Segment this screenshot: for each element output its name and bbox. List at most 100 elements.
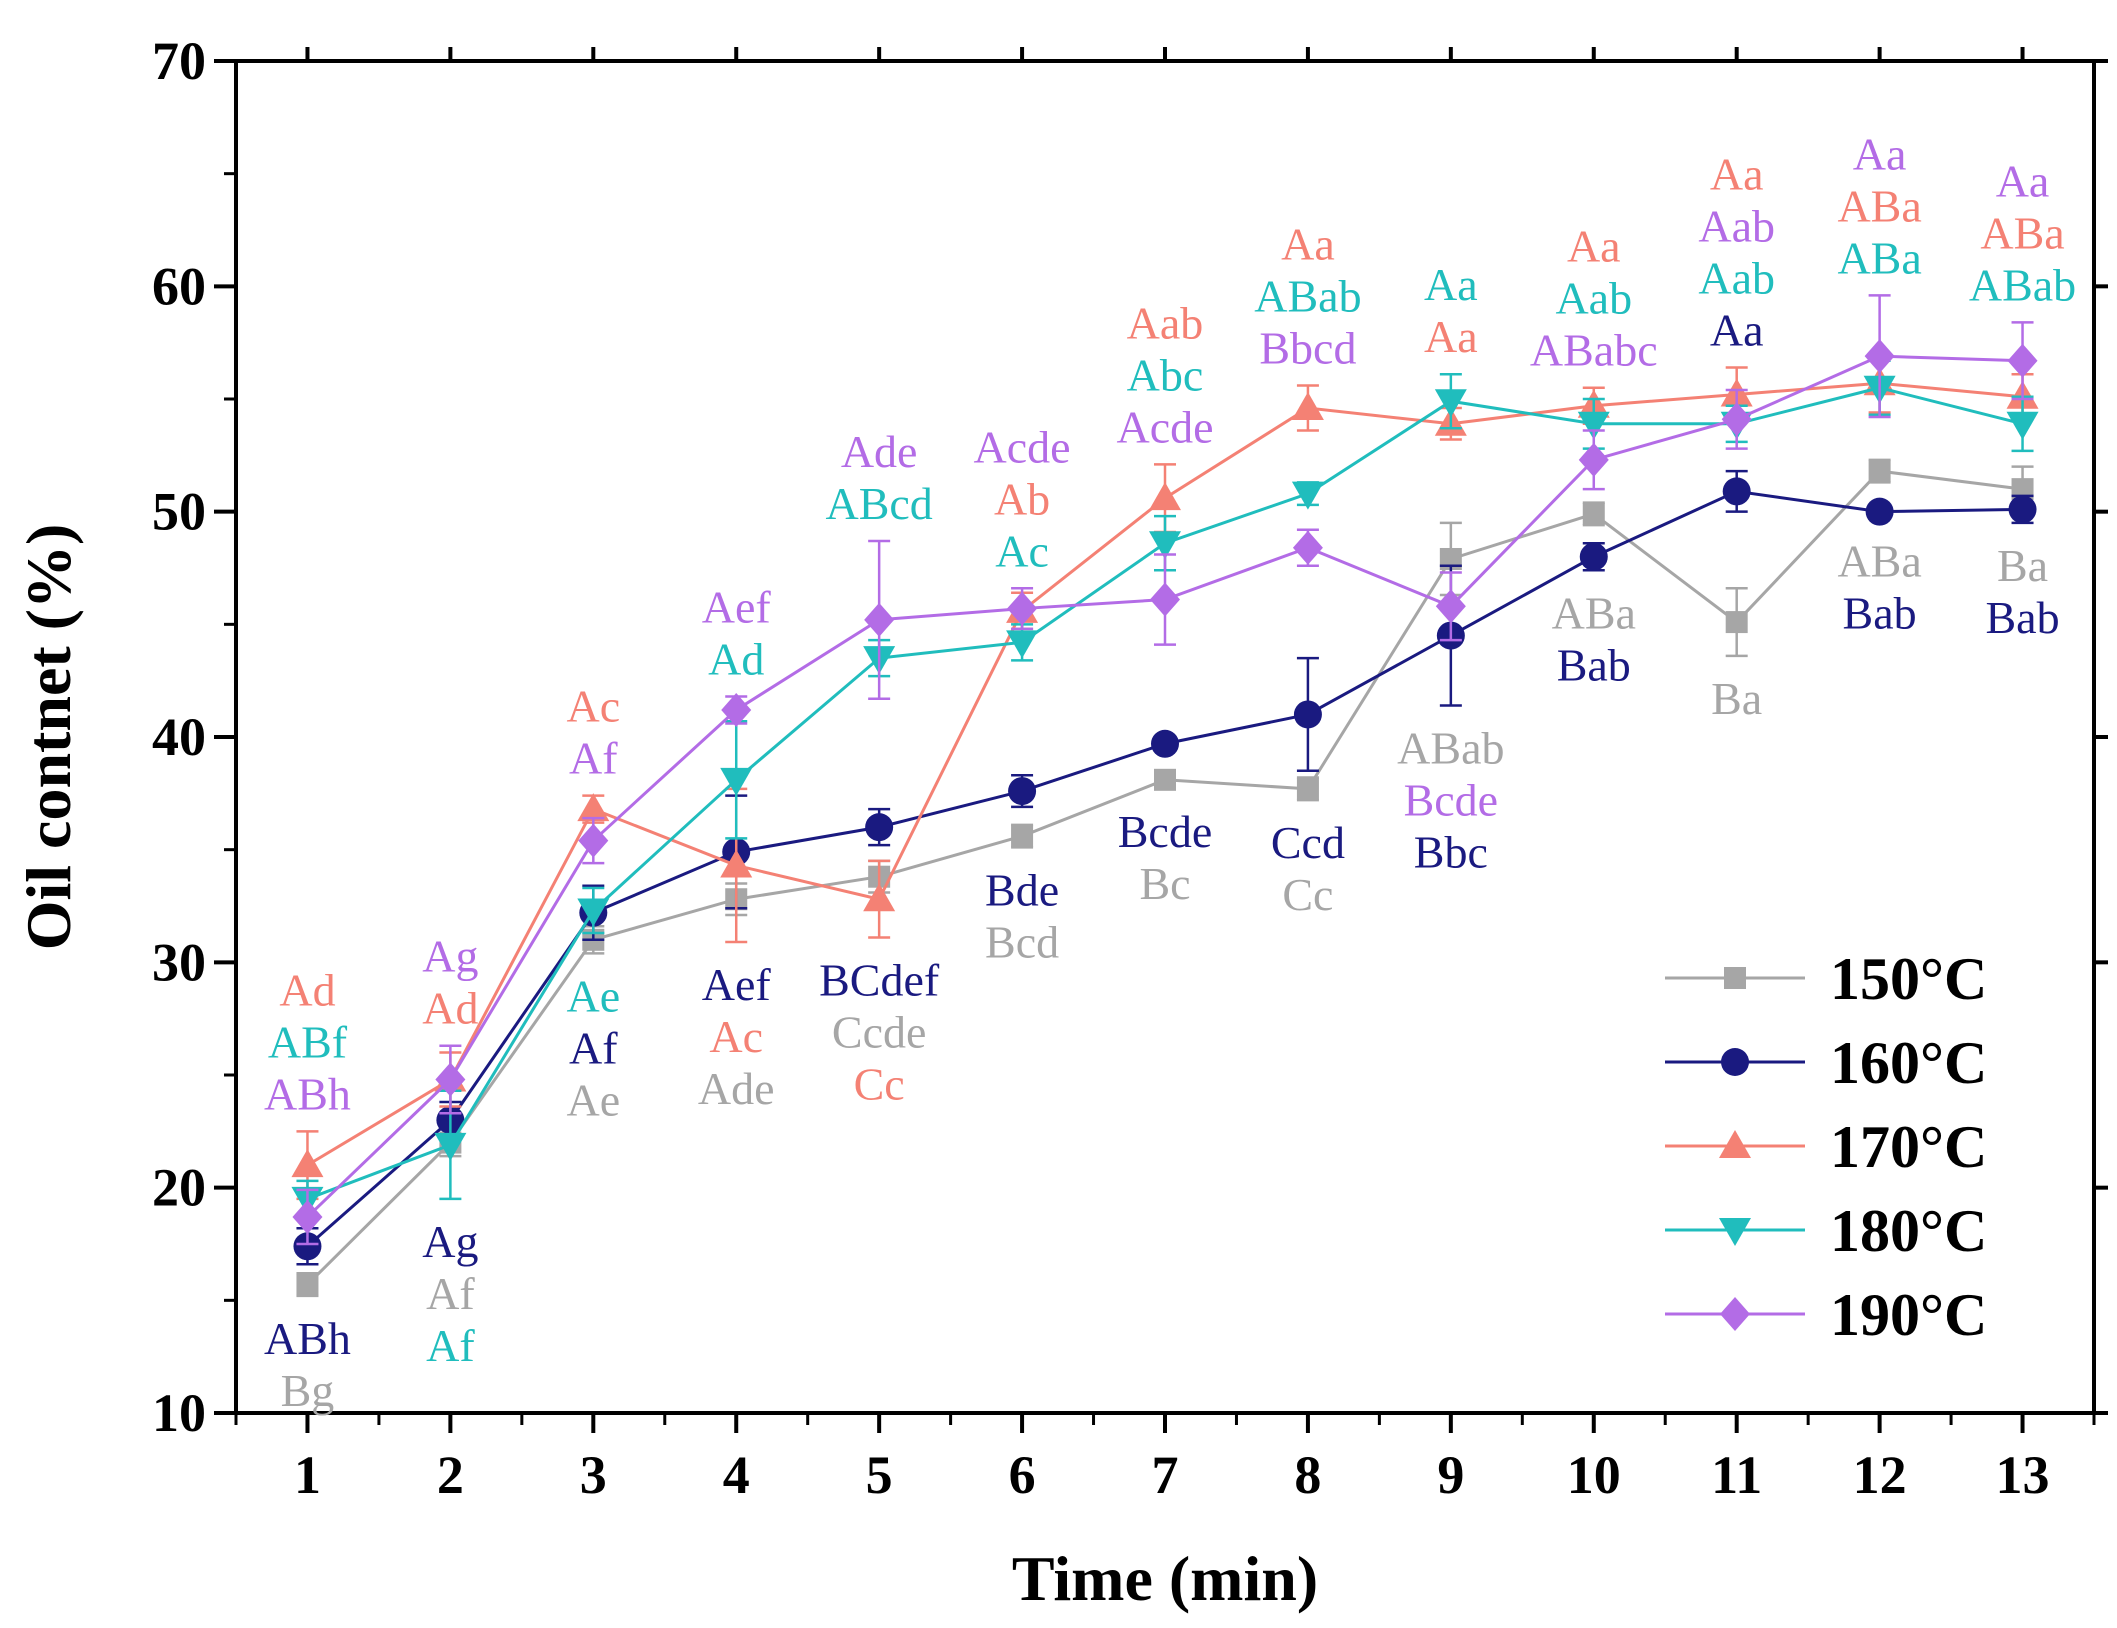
significance-letter: Aab	[1698, 252, 1775, 303]
significance-letter: Ccde	[832, 1007, 927, 1058]
significance-letter: Bbcd	[1259, 322, 1356, 373]
data-point	[1721, 402, 1752, 437]
y-tick-label: 70	[152, 31, 206, 91]
significance-letter: ABcd	[825, 478, 932, 529]
x-tick-label: 2	[437, 1445, 464, 1505]
data-point	[1435, 589, 1466, 624]
significance-letter: Bc	[1139, 858, 1190, 909]
series-190°C	[292, 294, 2038, 1246]
significance-letter: Bab	[1985, 592, 2059, 643]
data-point	[1722, 477, 1751, 506]
data-point	[721, 692, 752, 727]
significance-letter: Ad	[422, 983, 478, 1034]
y-tick-label: 50	[152, 482, 206, 542]
data-point	[863, 883, 896, 912]
significance-letter: ABf	[268, 1016, 348, 1067]
significance-letter: Cc	[854, 1059, 905, 1110]
significance-letter: Bcde	[1118, 806, 1213, 857]
significance-letter: Aab	[1698, 200, 1775, 251]
data-point	[2011, 478, 2034, 501]
significance-letter: ABab	[1969, 259, 2076, 310]
legend-entry: 160°C	[1665, 1030, 1987, 1096]
legend-label: 170°C	[1830, 1114, 1987, 1180]
legend-marker	[1724, 967, 1746, 989]
significance-letter: Aef	[702, 959, 772, 1010]
data-point	[2006, 411, 2039, 440]
significance-letter: Ba	[1711, 673, 1762, 724]
legend-label: 150°C	[1830, 946, 1987, 1012]
significance-letter: Ac	[566, 681, 620, 732]
significance-letter: Aa	[1424, 259, 1478, 310]
significance-letter: Abc	[1127, 349, 1204, 400]
y-tick-label: 10	[152, 1383, 206, 1443]
significance-letter: Bab	[1557, 639, 1631, 690]
legend-label: 180°C	[1830, 1198, 1987, 1264]
data-point	[291, 1149, 324, 1178]
x-tick-label: 8	[1294, 1445, 1321, 1505]
significance-letter: Ag	[422, 931, 478, 982]
significance-letter: Ad	[708, 633, 764, 684]
y-axis-title: Oil contnet (%)	[13, 524, 84, 951]
significance-letter: Af	[569, 733, 618, 784]
x-tick-label: 10	[1567, 1445, 1621, 1505]
data-point	[864, 602, 895, 637]
significance-letter: Ade	[841, 426, 918, 477]
significance-letter: Af	[426, 1268, 475, 1319]
x-tick-label: 13	[1996, 1445, 2050, 1505]
legend-entry: 190°C	[1665, 1282, 1987, 1348]
significance-letter: ABab	[1254, 270, 1361, 321]
significance-letter: BCdef	[819, 955, 940, 1006]
significance-letter: Ba	[1997, 540, 2048, 591]
x-tick-label: 11	[1711, 1445, 1762, 1505]
data-point	[2008, 495, 2037, 524]
data-point	[577, 898, 610, 927]
significance-letter: Aa	[1996, 155, 2050, 206]
significance-letter: Bbc	[1414, 826, 1488, 877]
data-point	[1291, 392, 1324, 421]
data-point	[1006, 630, 1039, 659]
data-point	[1011, 825, 1034, 848]
significance-letter: Ab	[994, 473, 1050, 524]
legend-label: 160°C	[1830, 1030, 1987, 1096]
significance-letter: Bcd	[985, 916, 1059, 967]
significance-letter: ABa	[1837, 232, 1921, 283]
data-point	[1296, 777, 1319, 800]
significance-letter: ABh	[264, 1313, 351, 1364]
data-point	[577, 793, 610, 822]
significance-letter: ABabc	[1530, 325, 1658, 376]
data-point	[1293, 700, 1322, 729]
significance-letter: Ad	[279, 964, 335, 1015]
significance-letter: Bde	[985, 864, 1059, 915]
significance-letter: Aa	[1424, 311, 1478, 362]
series-lines	[291, 294, 2039, 1298]
data-point	[1149, 482, 1181, 511]
x-axis-title: Time (min)	[1012, 1543, 1318, 1614]
y-tick-label: 40	[152, 707, 206, 767]
significance-letters: ABhABfAdABhBgAdAgAgAfAfAfAcAeAfAeAdAefAe…	[264, 128, 2076, 1415]
legend-marker	[1719, 1130, 1751, 1158]
data-point	[434, 1132, 467, 1161]
significance-letter: Bab	[1843, 587, 1917, 638]
data-point	[1149, 531, 1181, 560]
significance-letter: ABa	[1837, 535, 1921, 586]
significance-letter: Bcde	[1404, 774, 1499, 825]
legend-entry: 150°C	[1665, 946, 1987, 1012]
data-point	[1434, 389, 1467, 418]
data-point	[1007, 591, 1038, 626]
significance-letter: Ag	[422, 1216, 478, 1267]
significance-letter: Ade	[698, 1063, 775, 1114]
data-point	[865, 813, 894, 842]
significance-letter: ABab	[1397, 722, 1504, 773]
significance-letter: Aa	[1710, 148, 1764, 199]
significance-letter: Af	[426, 1320, 475, 1371]
significance-letter: Bg	[281, 1365, 335, 1416]
significance-letter: Acde	[974, 421, 1071, 472]
y-tick-label: 30	[152, 932, 206, 992]
data-point	[1292, 530, 1323, 565]
x-tick-label: 6	[1009, 1445, 1036, 1505]
data-point	[1150, 582, 1180, 617]
x-tick-label: 4	[723, 1445, 750, 1505]
x-tick-label: 9	[1437, 1445, 1464, 1505]
